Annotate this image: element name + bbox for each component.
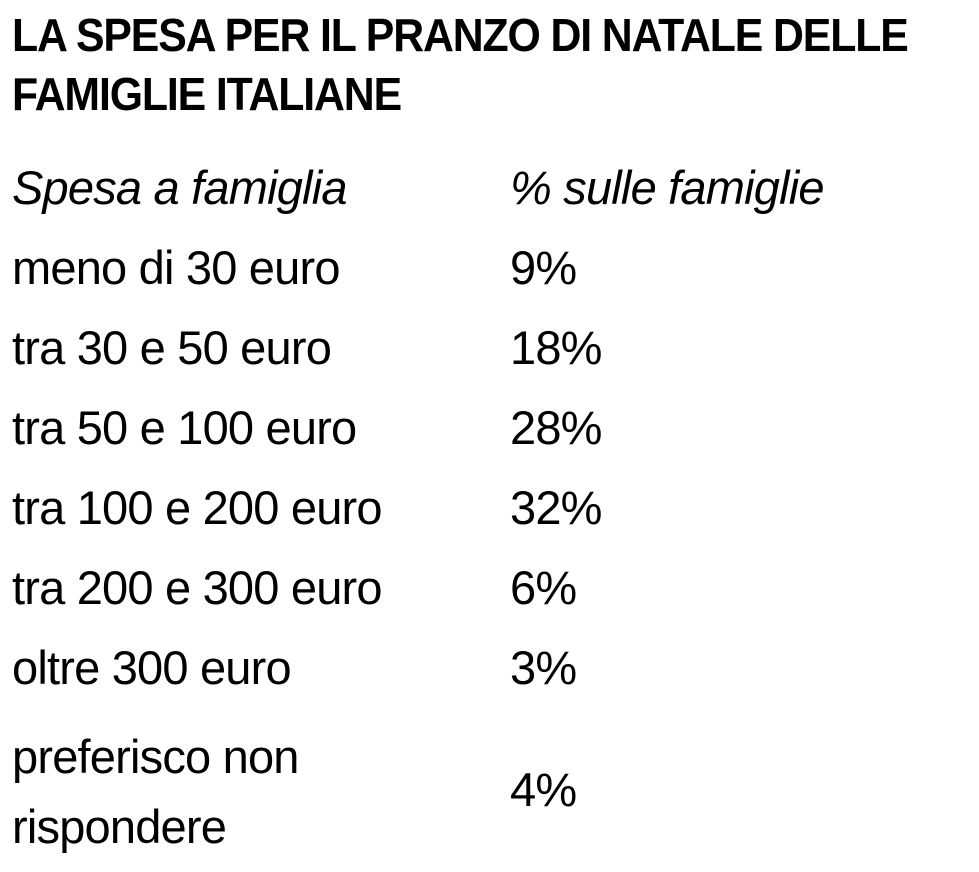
chart-title: LA SPESA PER IL PRANZO DI NATALE DELLE F… bbox=[12, 9, 909, 120]
row-value: 18% bbox=[510, 321, 602, 374]
table-row: tra 100 e 200 euro 32% bbox=[12, 468, 824, 548]
row-label: oltre 300 euro bbox=[12, 641, 292, 694]
column-header-spend: Spesa a famiglia bbox=[12, 161, 347, 214]
row-value: 32% bbox=[510, 481, 602, 534]
table-row: tra 200 e 300 euro 6% bbox=[12, 548, 824, 628]
table-row: meno di 30 euro 9% bbox=[12, 228, 824, 308]
data-table: Spesa a famiglia % sulle famiglie meno d… bbox=[12, 148, 825, 872]
row-label: tra 200 e 300 euro bbox=[12, 561, 383, 614]
table-row: tra 30 e 50 euro 18% bbox=[12, 308, 824, 388]
row-label: meno di 30 euro bbox=[12, 241, 340, 294]
infographic: LA SPESA PER IL PRANZO DI NATALE DELLE F… bbox=[12, 0, 972, 853]
table-row: oltre 300 euro 3% bbox=[12, 628, 824, 708]
row-label: tra 30 e 50 euro bbox=[12, 321, 332, 374]
row-label: preferisco non rispondere bbox=[12, 730, 299, 853]
row-value: 4% bbox=[510, 763, 577, 816]
table-row: preferisco non rispondere 4% bbox=[12, 708, 824, 872]
table-row: tra 50 e 100 euro 28% bbox=[12, 388, 824, 468]
row-label: tra 100 e 200 euro bbox=[12, 481, 383, 534]
row-value: 28% bbox=[510, 401, 602, 454]
row-value: 9% bbox=[510, 241, 577, 294]
row-value: 6% bbox=[510, 561, 577, 614]
row-value: 3% bbox=[510, 641, 577, 694]
header-row: Spesa a famiglia % sulle famiglie bbox=[12, 148, 825, 228]
column-header-percent: % sulle famiglie bbox=[510, 161, 825, 214]
row-label: tra 50 e 100 euro bbox=[12, 401, 357, 454]
